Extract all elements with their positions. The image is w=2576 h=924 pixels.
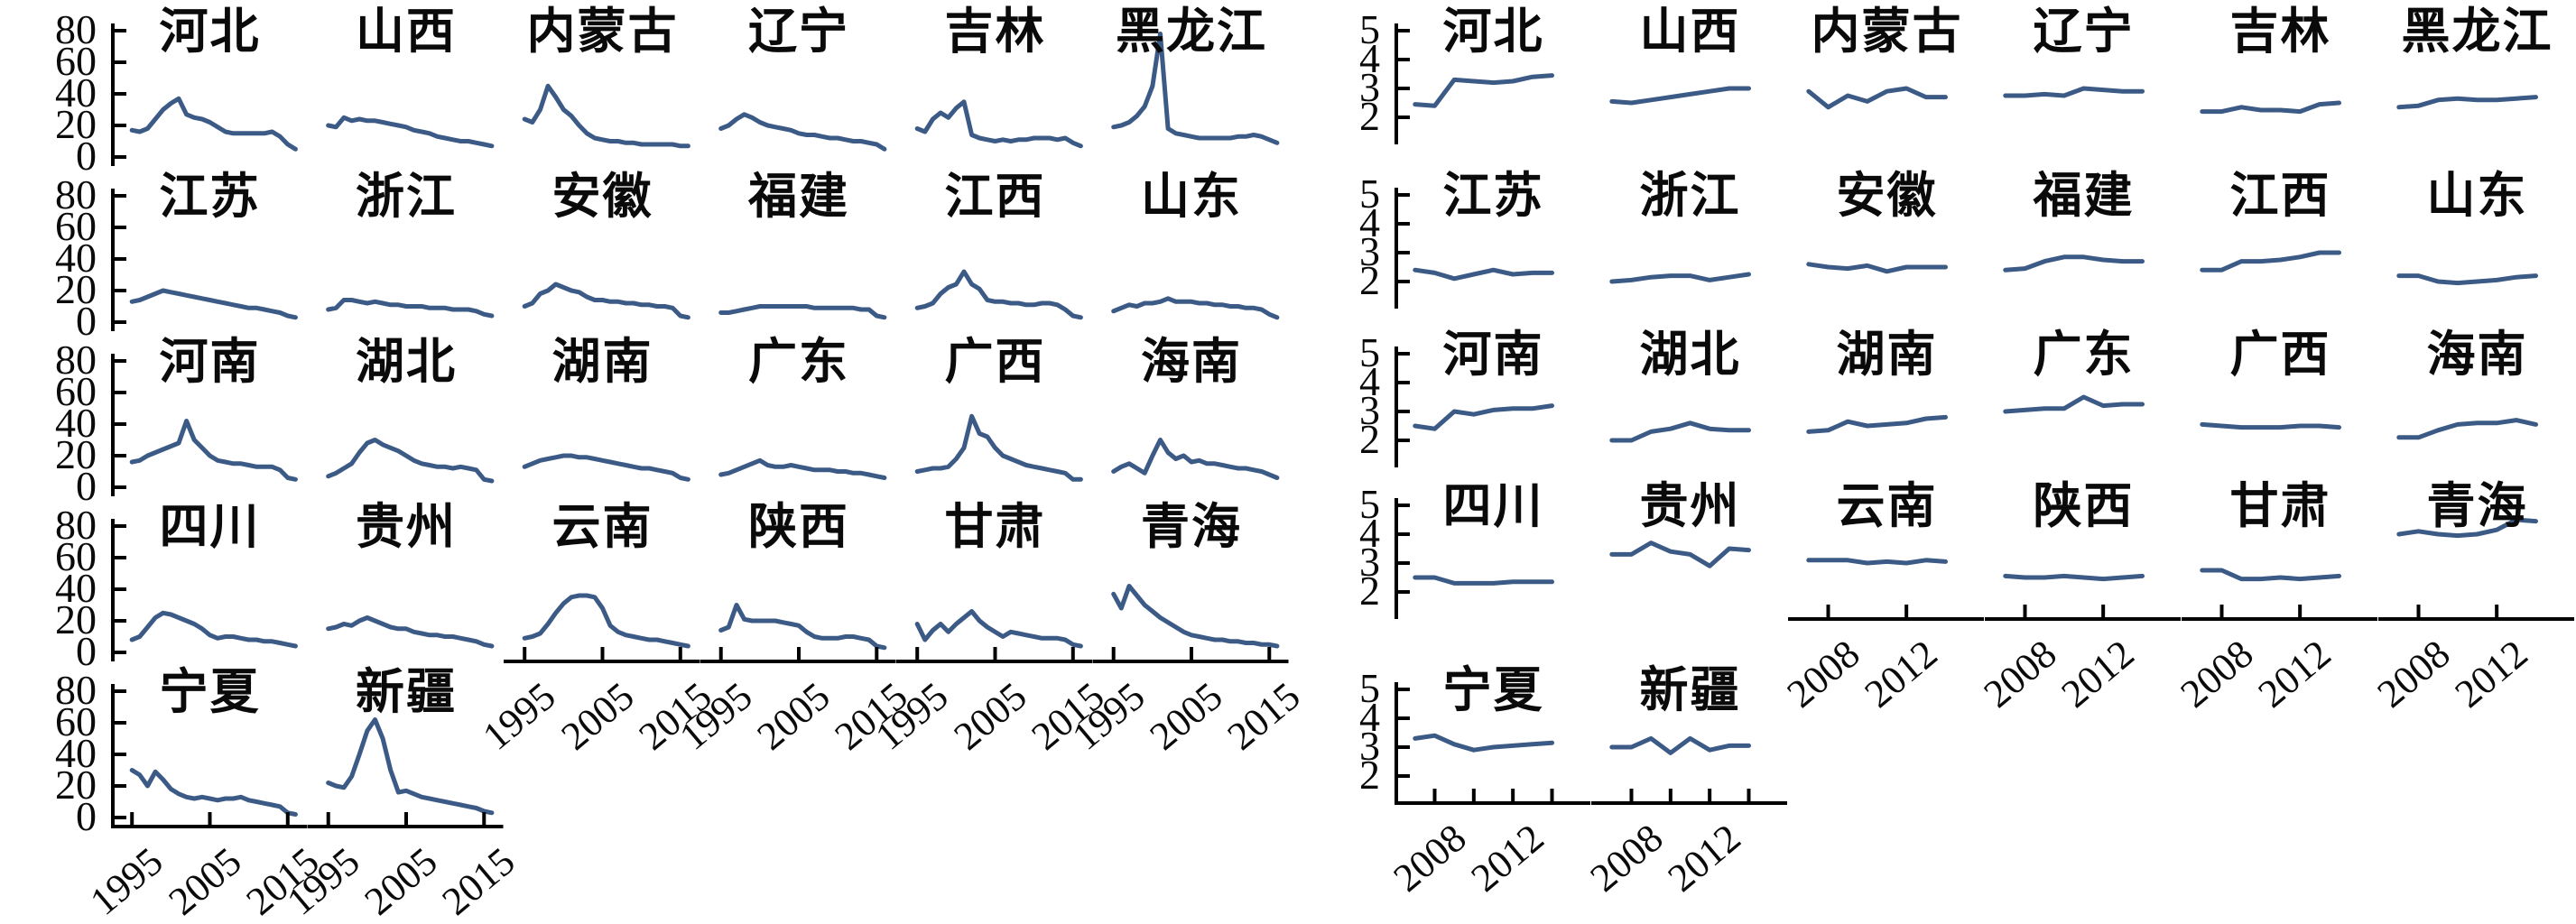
facet-title: 山东: [2342, 171, 2576, 220]
facet-title: 新疆: [1555, 666, 1826, 715]
facet-title: 黑龙江: [2342, 7, 2576, 56]
data-line-吉林: [2202, 103, 2340, 112]
data-line-浙江: [329, 300, 492, 317]
data-line-黑龙江: [2399, 97, 2536, 107]
data-line-海南: [1114, 440, 1277, 478]
facet-title: 山东: [1056, 172, 1327, 221]
data-line-山东: [2399, 276, 2536, 283]
y-tick-label: 2: [1290, 96, 1380, 137]
y-tick-label: 2: [1290, 260, 1380, 301]
facet-title: 海南: [2342, 330, 2576, 379]
facet-title: 黑龙江: [1056, 7, 1327, 56]
data-line-甘肃: [917, 612, 1080, 647]
data-line-甘肃: [2202, 570, 2340, 579]
facet-title: 新疆: [271, 668, 542, 716]
data-line-内蒙古: [524, 86, 688, 146]
data-line-广西: [917, 416, 1080, 479]
data-line-山西: [1612, 88, 1749, 103]
data-line-江西: [2202, 253, 2340, 270]
facet-title: 青海: [1056, 503, 1327, 551]
data-line-云南: [1809, 560, 1946, 563]
y-tick-label: 2: [1290, 570, 1380, 612]
data-line-江苏: [132, 291, 295, 318]
data-line-广东: [721, 460, 885, 477]
data-line-广西: [2202, 424, 2340, 427]
data-line-福建: [721, 307, 885, 318]
data-line-陕西: [2006, 576, 2143, 578]
y-tick-label: 2: [1290, 419, 1380, 460]
y-tick-label: 2: [1290, 754, 1380, 796]
data-line-辽宁: [2006, 88, 2143, 96]
data-line-贵州: [329, 618, 492, 647]
data-line-江西: [917, 272, 1080, 318]
data-line-宁夏: [1415, 735, 1552, 750]
data-line-湖南: [524, 456, 688, 479]
data-line-河北: [1415, 76, 1552, 106]
data-line-山西: [329, 117, 492, 146]
data-line-四川: [1415, 578, 1552, 583]
data-line-宁夏: [132, 771, 295, 815]
data-line-湖北: [329, 440, 492, 482]
data-line-河南: [132, 421, 295, 480]
data-line-江苏: [1415, 270, 1552, 279]
data-line-辽宁: [721, 115, 885, 150]
data-line-四川: [132, 613, 295, 646]
data-line-湖北: [1612, 423, 1749, 440]
data-line-青海: [1114, 587, 1277, 647]
data-line-河南: [1415, 406, 1552, 430]
data-line-浙江: [1612, 274, 1749, 282]
data-line-陕西: [721, 605, 885, 648]
data-line-内蒙古: [1809, 88, 1946, 107]
facet-title: 海南: [1056, 337, 1327, 386]
data-line-广东: [2006, 397, 2143, 411]
facet-title: 青海: [2342, 482, 2576, 531]
data-line-贵州: [1612, 543, 1749, 567]
data-line-海南: [2399, 420, 2536, 438]
data-line-新疆: [1612, 738, 1749, 753]
data-line-山东: [1114, 299, 1277, 318]
data-line-福建: [2006, 257, 2143, 270]
data-line-安徽: [1809, 264, 1946, 272]
data-line-安徽: [524, 284, 688, 318]
data-line-湖南: [1809, 417, 1946, 431]
data-line-新疆: [329, 720, 492, 813]
data-line-云南: [524, 596, 688, 646]
data-line-河北: [132, 98, 295, 149]
y-tick-label: 0: [6, 796, 97, 837]
data-line-吉林: [917, 102, 1080, 146]
